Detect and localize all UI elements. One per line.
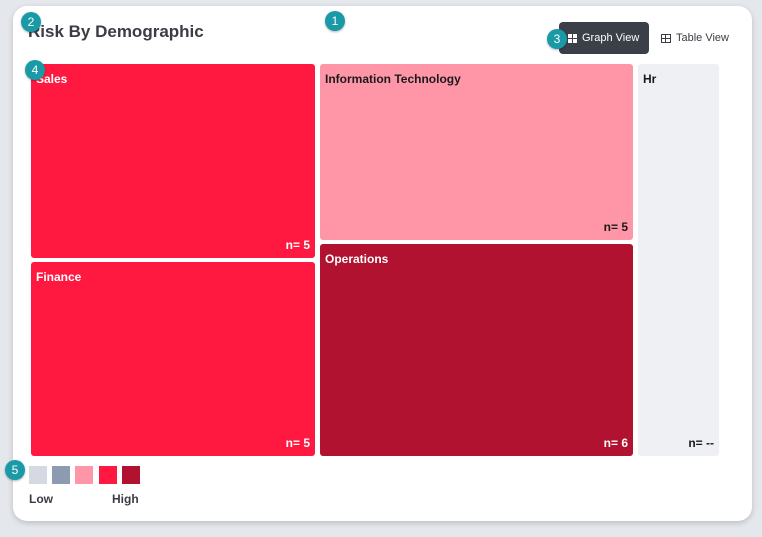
tile-count: n= 5 [285,238,310,252]
table-icon [661,33,671,43]
tile-label: Operations [325,252,389,266]
legend-swatch [52,466,70,484]
grid-icon [568,33,577,43]
tile-label: Information Technology [325,72,461,86]
graph-view-button[interactable]: Graph View [559,22,649,54]
widget-title: Risk By Demographic [28,22,204,41]
tile-count: n= 5 [285,436,310,450]
annotation-marker-1: 1 [325,11,345,31]
legend-swatch [75,466,93,484]
table-view-button[interactable]: Table View [652,22,738,54]
graph-view-label: Graph View [582,32,640,44]
tile-label: Sales [36,72,68,86]
treemap-tile-finance[interactable]: Finance n= 5 [31,262,315,456]
treemap-tile-operations[interactable]: Operations n= 6 [320,244,633,456]
annotation-marker-2: 2 [21,12,41,32]
treemap-tile-hr[interactable]: Hr n= -- [638,64,719,456]
legend-swatch [29,466,47,484]
annotation-marker-3: 3 [547,29,567,49]
table-view-label: Table View [676,32,729,44]
tile-label: Finance [36,270,82,284]
tile-label: Hr [643,72,657,86]
legend-high-label: High [112,492,139,506]
treemap-tile-information-technology[interactable]: Information Technology n= 5 [320,64,633,240]
annotation-marker-5: 5 [5,460,25,480]
legend-swatch [99,466,117,484]
legend-low-label: Low [29,492,53,506]
tile-count: n= 5 [603,220,628,234]
tile-count: n= -- [688,436,714,450]
legend-swatch [122,466,140,484]
tile-count: n= 6 [603,436,628,450]
annotation-marker-4: 4 [25,60,45,80]
treemap-tile-sales[interactable]: Sales n= 5 [31,64,315,258]
